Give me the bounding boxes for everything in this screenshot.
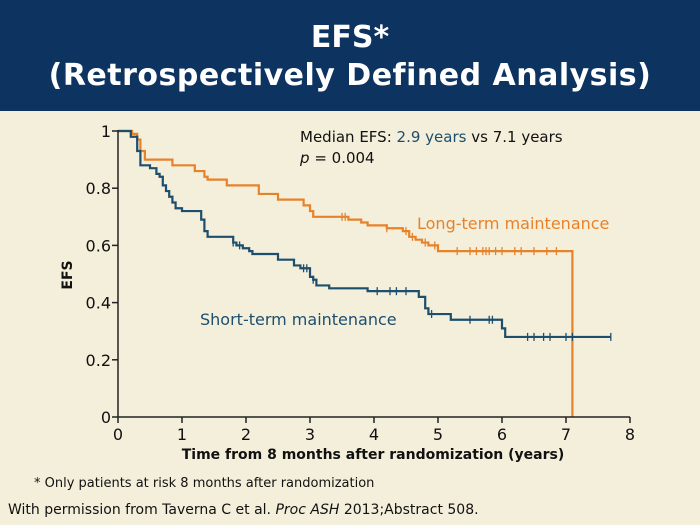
y-axis-label: EFS — [60, 260, 76, 289]
source-journal: Proc ASH — [275, 502, 340, 518]
chart-axes — [117, 130, 630, 418]
slide-header: EFS* (Retrospectively Defined Analysis) — [0, 0, 700, 111]
slide-title: EFS* — [310, 20, 390, 55]
x-tick-label-8: 8 — [625, 425, 635, 444]
series-label-long-term: Long-term maintenance — [417, 214, 609, 233]
x-tick-label-7: 7 — [561, 425, 571, 444]
x-tick-label-4: 4 — [369, 425, 379, 444]
x-tick-label-5: 5 — [433, 425, 443, 444]
y-tick-label-5: 1 — [101, 122, 111, 141]
source-suffix: 2013;Abstract 508. — [343, 502, 479, 518]
y-tick-label-0: 0 — [101, 408, 111, 427]
footnote: * Only patients at risk 8 months after r… — [34, 476, 374, 491]
y-tick-label-1: 0.2 — [86, 351, 111, 370]
y-tick-label-4: 0.8 — [86, 179, 111, 198]
x-tick-label-0: 0 — [113, 425, 123, 444]
median-vs: vs — [471, 128, 488, 146]
x-tick-label-2: 2 — [241, 425, 251, 444]
x-axis-label: Time from 8 months after randomization (… — [182, 447, 565, 463]
median-short-value: 2.9 years — [397, 128, 467, 146]
x-tick-label-3: 3 — [305, 425, 315, 444]
p-value: = 0.004 — [314, 149, 374, 167]
km-chart: 0 1 2 3 4 5 6 7 8 0 0.2 0.4 0.6 0.8 1 EFS Time from 8 … — [60, 122, 635, 463]
y-tick-label-3: 0.6 — [86, 236, 111, 255]
median-annotation: Median EFS: 2.9 years vs 7.1 years — [300, 128, 563, 146]
p-value-annotation: p = 0.004 — [299, 149, 375, 167]
x-tick-label-6: 6 — [497, 425, 507, 444]
x-tick-label-1: 1 — [177, 425, 187, 444]
source-prefix: With permission from Taverna C et al. — [8, 502, 271, 518]
series-line-long-term — [118, 129, 574, 417]
source-citation: With permission from Taverna C et al. Pr… — [8, 502, 479, 518]
footnote-marker: * — [34, 476, 41, 491]
slide-subtitle: (Retrospectively Defined Analysis) — [48, 58, 652, 93]
y-tick-label-2: 0.4 — [86, 294, 111, 313]
footnote-text: Only patients at risk 8 months after ran… — [44, 476, 375, 491]
median-long-value: 7.1 years — [493, 128, 563, 146]
median-label: Median EFS: — [300, 128, 392, 146]
series-label-short-term: Short-term maintenance — [200, 310, 397, 329]
p-symbol: p — [299, 149, 310, 167]
